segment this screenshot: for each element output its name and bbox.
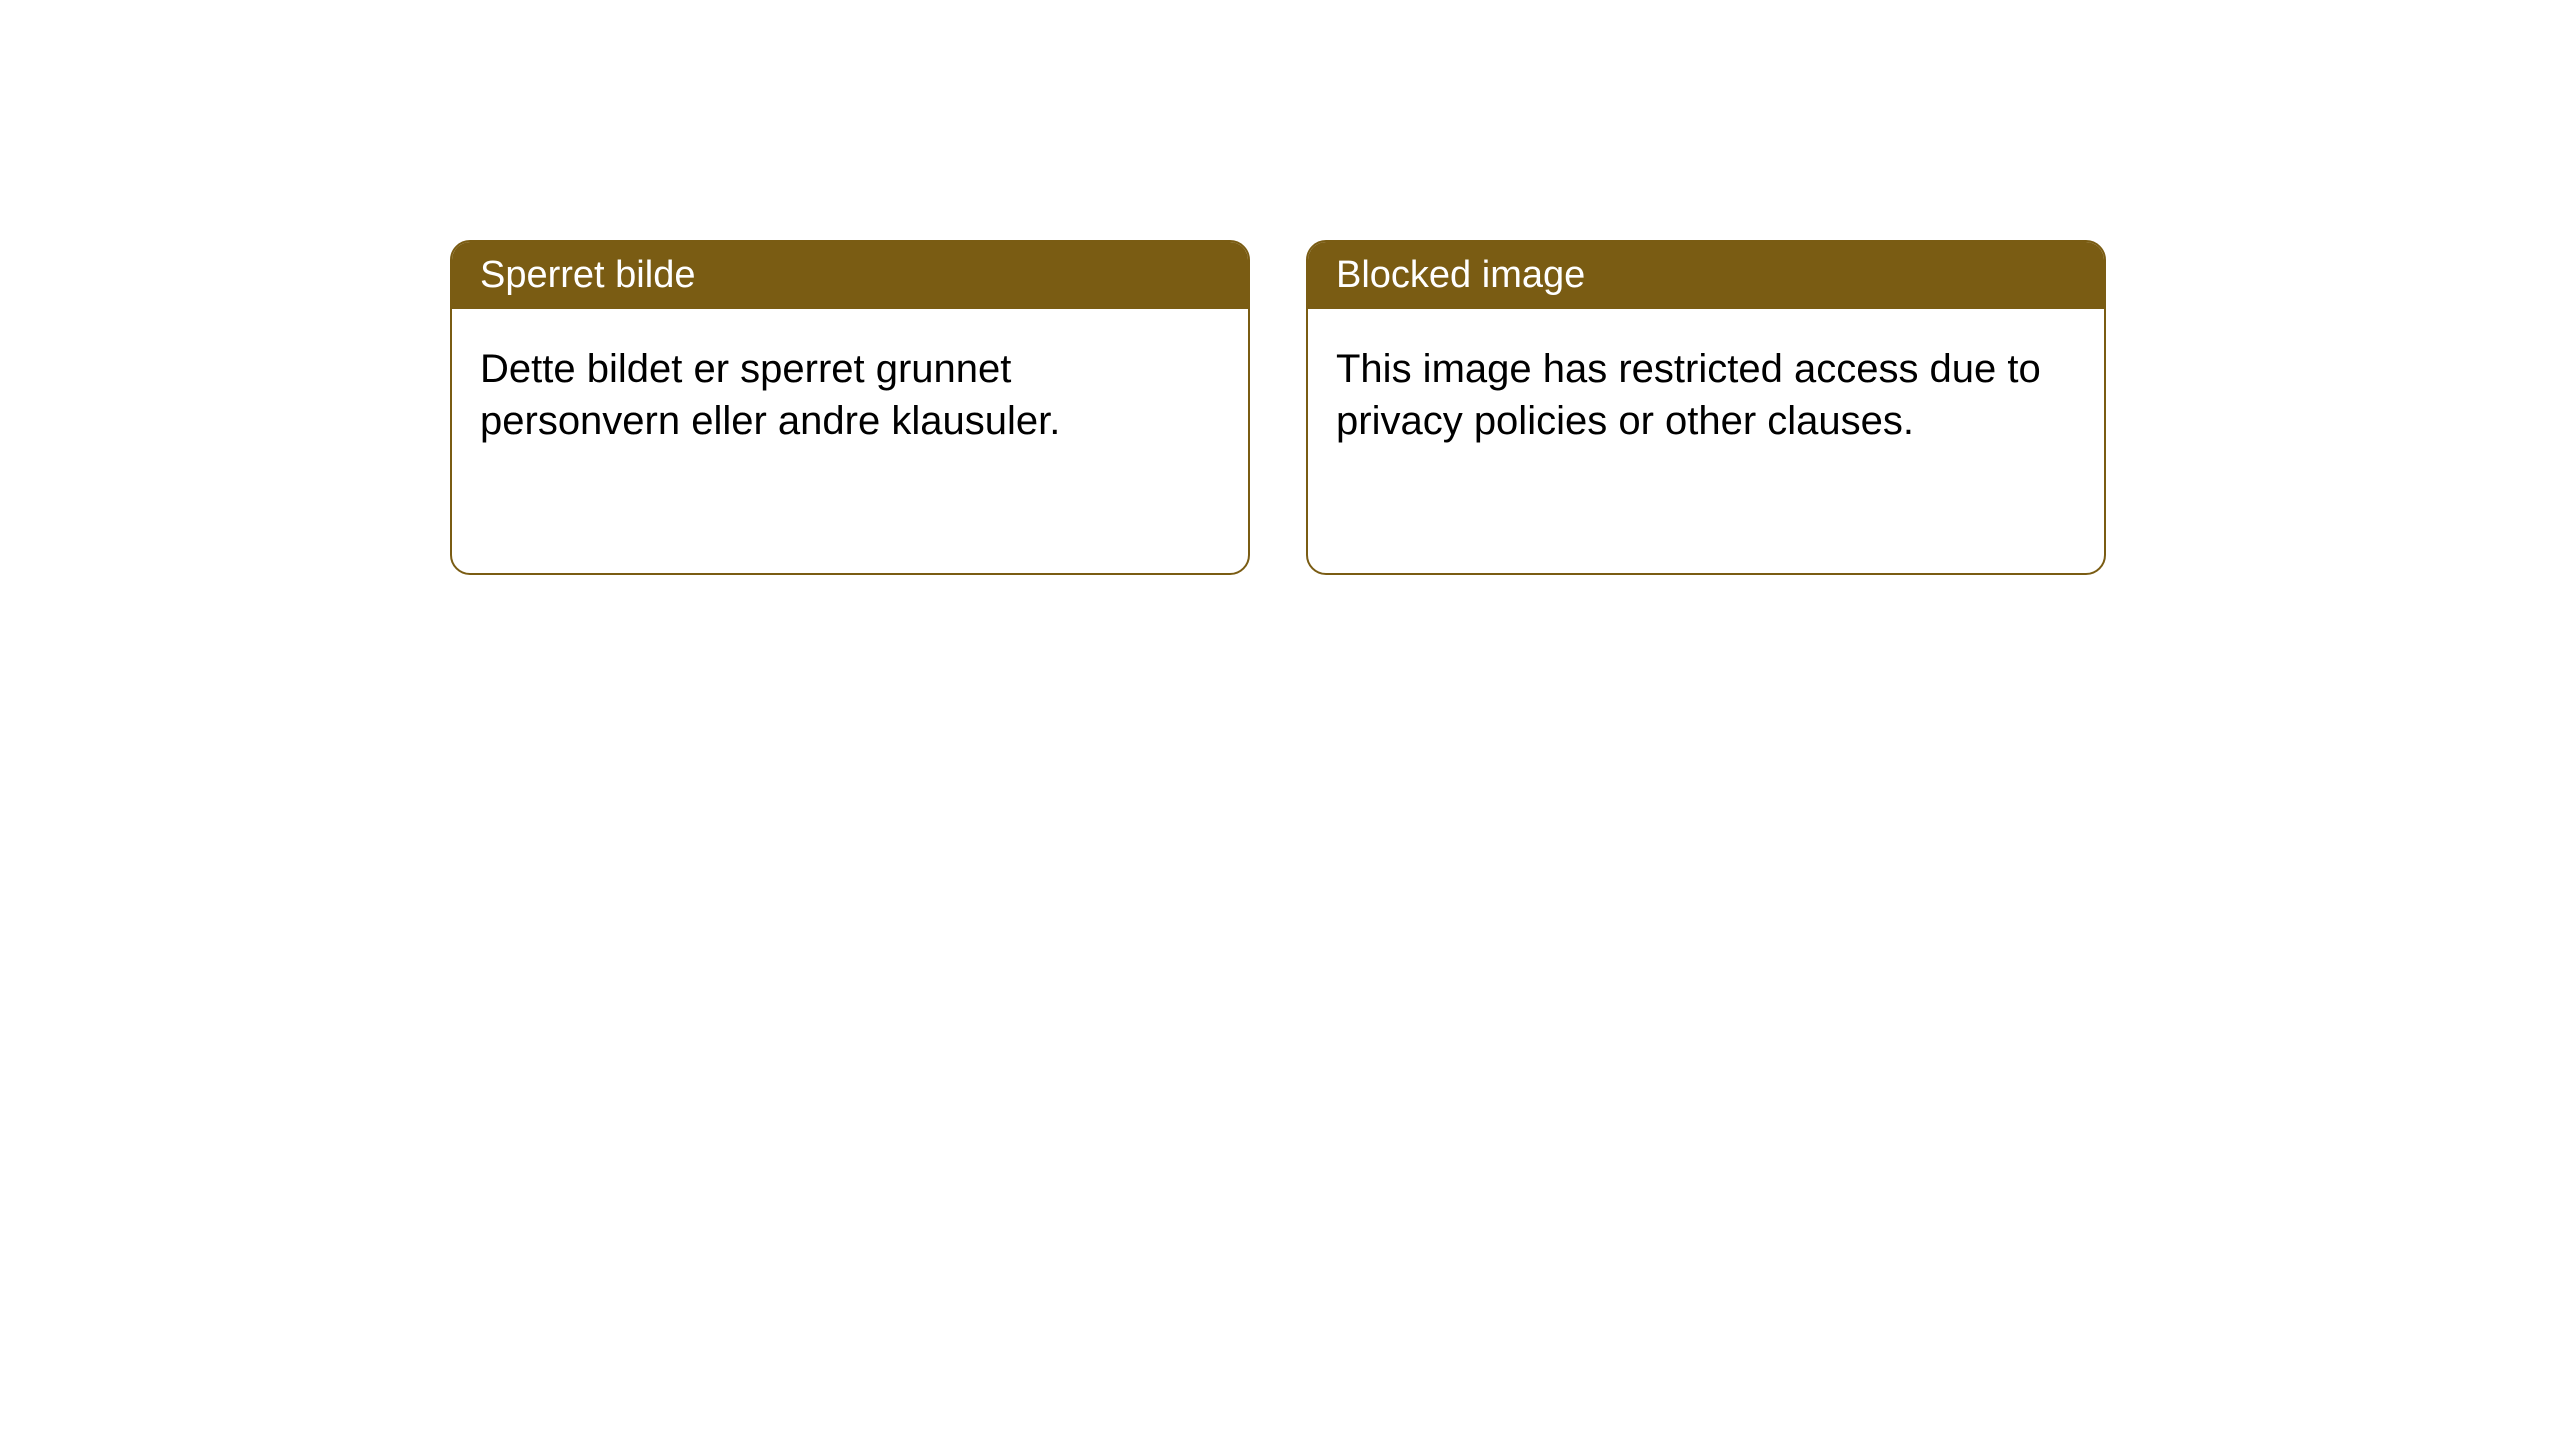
card-body: Dette bildet er sperret grunnet personve… [452, 309, 1248, 481]
card-body-text: Dette bildet er sperret grunnet personve… [480, 347, 1060, 443]
notice-card-norwegian: Sperret bilde Dette bildet er sperret gr… [450, 240, 1250, 575]
card-body: This image has restricted access due to … [1308, 309, 2104, 481]
notice-card-english: Blocked image This image has restricted … [1306, 240, 2106, 575]
card-body-text: This image has restricted access due to … [1336, 347, 2041, 443]
notice-cards-container: Sperret bilde Dette bildet er sperret gr… [450, 240, 2106, 575]
card-title: Blocked image [1336, 254, 1585, 296]
card-title: Sperret bilde [480, 254, 695, 296]
card-header: Sperret bilde [452, 242, 1248, 309]
card-header: Blocked image [1308, 242, 2104, 309]
